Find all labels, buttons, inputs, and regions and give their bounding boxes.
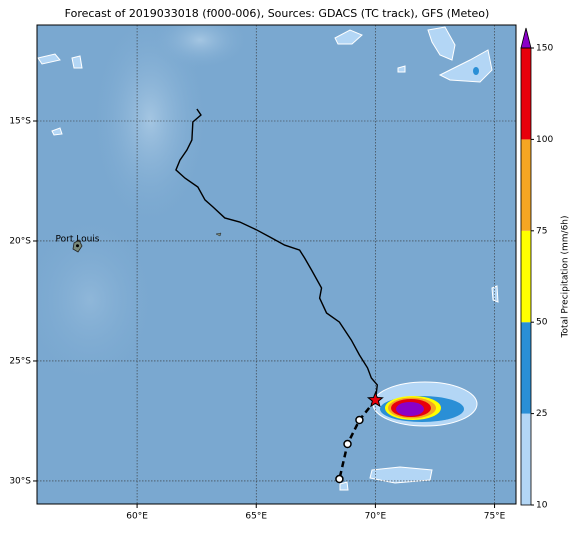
colorbar-tick-label: 50 [536, 318, 548, 328]
current-position [366, 391, 384, 408]
x-tick-label: 75°E [484, 512, 506, 522]
colorbar-tick-label: 100 [536, 135, 553, 145]
map-area: Port Louis [37, 25, 516, 504]
x-tick-label: 70°E [365, 512, 387, 522]
colorbar-segment [521, 322, 531, 414]
colorbar: 10 25 50 75 100 150 Total Precipitation (mm/6h… [520, 27, 571, 511]
precip-field [372, 381, 478, 427]
y-tick-label: 20°S [9, 236, 31, 246]
colorbar-segment [521, 230, 531, 323]
rain-patch [397, 65, 406, 73]
rain-patch [37, 53, 61, 65]
place-marker [76, 244, 80, 248]
colorbar-frame [520, 47, 532, 506]
colorbar-label: Total Precipitation (mm/6h) [561, 215, 571, 338]
colorbar-extend [520, 27, 532, 49]
x-tick-label: 65°E [245, 512, 267, 522]
y-tick-label: 30°S [9, 476, 31, 486]
cloud [150, 25, 250, 70]
place-label: Port Louis [56, 234, 100, 244]
map-frame [36, 24, 517, 505]
rain-patch [334, 29, 363, 45]
rain-patch [491, 285, 499, 303]
forecast-track [338, 399, 377, 480]
y-tick-label: 25°S [9, 356, 31, 366]
colorbar-segment [521, 413, 531, 505]
rain-patch [438, 49, 493, 83]
axis-ticks: 60°E 65°E 70°E 75°E 15°S 20°S 25°S 30°S [9, 116, 505, 521]
y-tick-label: 15°S [9, 116, 31, 126]
rain-patch [71, 55, 83, 69]
rain-patch [427, 26, 456, 61]
rain-patch [339, 481, 349, 491]
forecast-point [355, 415, 364, 425]
colorbar-tick-label: 25 [536, 409, 547, 419]
forecast-point [335, 474, 344, 484]
colorbar-segment [521, 48, 531, 140]
rain-patch [51, 127, 63, 136]
forecast-point [343, 439, 352, 449]
x-tick-label: 60°E [126, 512, 148, 522]
map-title: Forecast of 2019033018 (f000-006), Sourc… [65, 7, 490, 20]
light-rain [37, 26, 499, 491]
colorbar-tick-label: 150 [536, 44, 553, 54]
precip-extreme [396, 402, 424, 416]
cloud [90, 25, 210, 230]
track-layer: Port Louis [56, 108, 384, 484]
colorbar-tick-label: 10 [536, 501, 548, 511]
grid [37, 25, 516, 504]
island [215, 232, 222, 237]
colorbar-segment [521, 139, 531, 231]
colorbar-tick-label: 75 [536, 226, 547, 236]
rain-core [473, 67, 479, 75]
cloud [37, 210, 160, 390]
rain-patch [369, 466, 433, 484]
past-track [175, 108, 379, 401]
